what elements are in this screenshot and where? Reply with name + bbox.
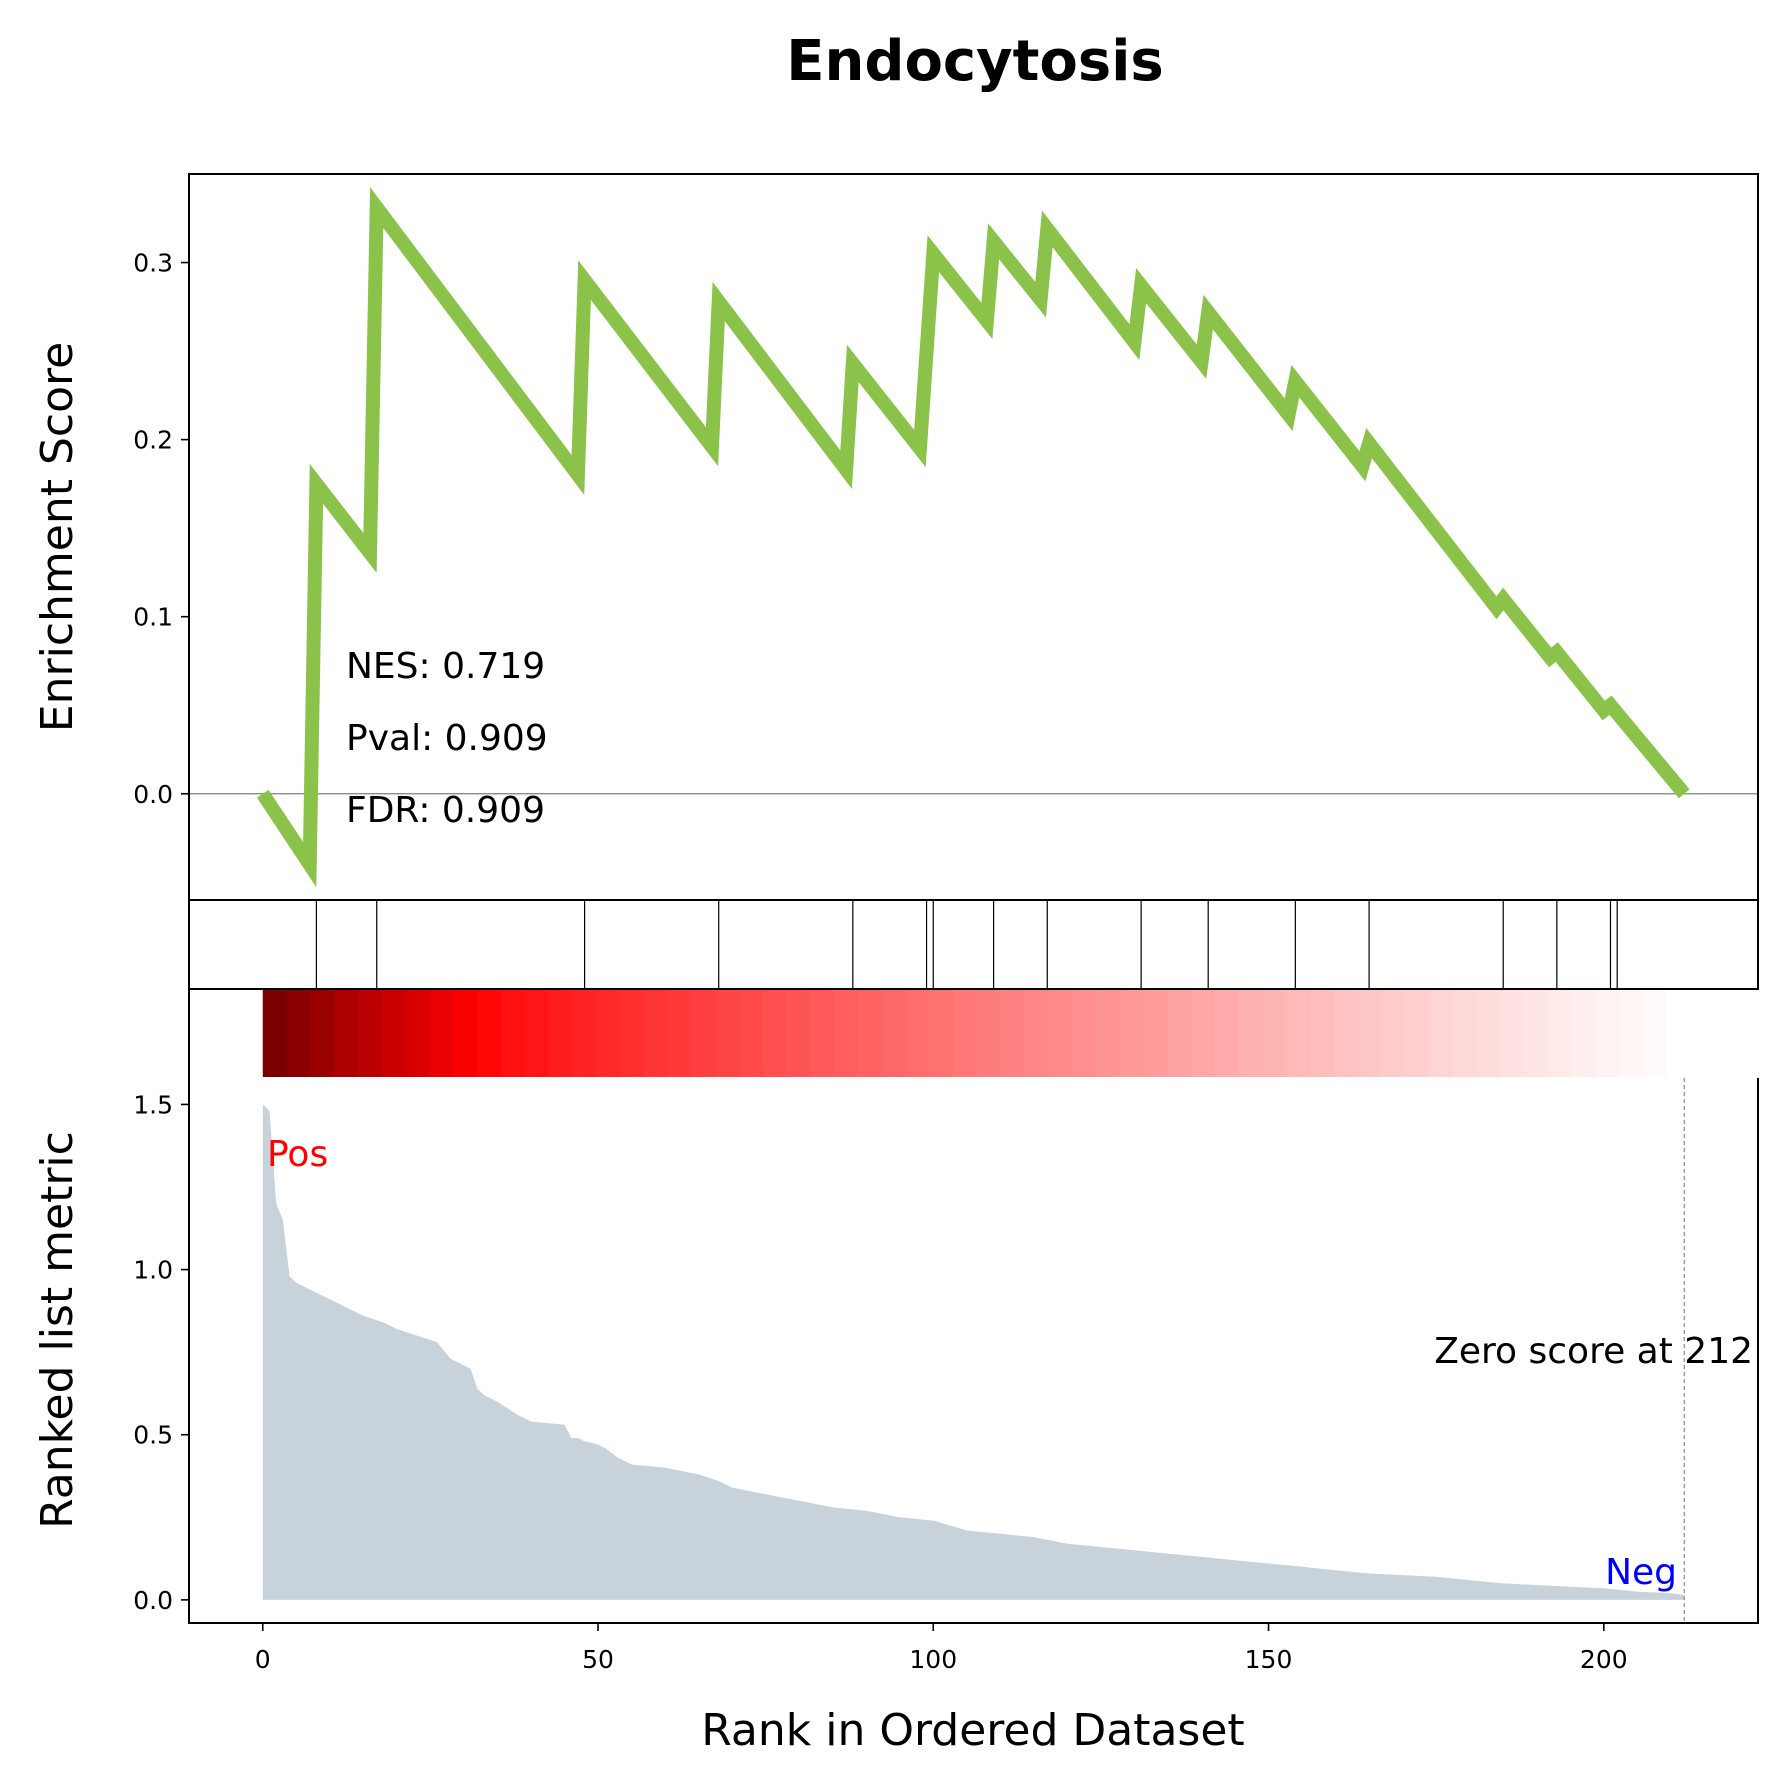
heat-strip-cell [643, 990, 669, 1077]
heat-strip-cell [1405, 990, 1430, 1077]
stat-label-1: Pval: 0.909 [346, 718, 548, 759]
heat-strip-cell [929, 990, 954, 1077]
pos-label: Pos [267, 1134, 328, 1175]
heat-strip-cell [453, 990, 478, 1077]
heat-strip-cell [1667, 990, 1692, 1077]
es-ytick-label: 0.2 [133, 426, 173, 455]
heat-strip-cell [1095, 990, 1121, 1077]
rank-ytick-label: 0.0 [133, 1586, 173, 1615]
heat-strip-cell [1048, 990, 1073, 1077]
rank-y-axis-label: Ranked list metric [32, 1131, 83, 1529]
enrichment-score-panel: NES: 0.719 Pval: 0.909 FDR: 0.909 0.0 0.1 0.… [32, 173, 1759, 901]
heat-strip-cell [976, 990, 1002, 1077]
heat-strip-cell [619, 990, 645, 1077]
x-axis: 0 50 100 150 200 [255, 1623, 1628, 1674]
rank-heat-strip [262, 990, 1692, 1077]
heat-strip-cell [286, 990, 312, 1077]
heat-strip-cell [1429, 990, 1454, 1077]
heat-strip-cell [1143, 990, 1169, 1077]
heat-strip-cell [1167, 990, 1192, 1077]
heat-strip-cell [834, 990, 859, 1077]
heat-strip-cell [572, 990, 597, 1077]
heat-strip-cell [1595, 990, 1621, 1077]
ranked-metric-area [262, 1104, 1685, 1600]
heat-strip-cell [381, 990, 407, 1077]
heat-strip-cell [953, 990, 978, 1077]
heat-strip-cell [524, 990, 550, 1077]
es-y-axis-label: Enrichment Score [32, 342, 83, 732]
x-axis-label: Rank in Ordered Dataset [701, 1705, 1244, 1756]
heat-strip-cell [1214, 990, 1240, 1077]
heat-strip-cell [1024, 990, 1050, 1077]
chart-title: Endocytosis [786, 29, 1163, 94]
heat-strip-cell [262, 990, 288, 1077]
heat-strip-cell [548, 990, 573, 1077]
heat-strip-cell [1119, 990, 1145, 1077]
stat-label-0: NES: 0.719 [346, 646, 545, 687]
heat-strip-cell [1191, 990, 1216, 1077]
heat-strip-cell [1357, 990, 1383, 1077]
heat-strip-cell [1548, 990, 1573, 1077]
rank-ytick-label: 0.5 [133, 1421, 173, 1450]
heat-strip-cell [738, 990, 764, 1077]
rank-ytick-label: 1.0 [133, 1256, 173, 1285]
x-tick-label: 50 [582, 1645, 614, 1674]
heat-strip-cell [881, 990, 907, 1077]
zero-score-text: Zero score at 212 [1434, 1331, 1753, 1372]
x-tick-label: 150 [1245, 1645, 1293, 1674]
heat-strip-cell [1619, 990, 1645, 1077]
heat-strip-cell [1286, 990, 1311, 1077]
heat-strip-cell [786, 990, 812, 1077]
heat-strip-cell [1500, 990, 1526, 1077]
stat-label-2: FDR: 0.909 [346, 790, 545, 831]
es-ytick-label: 0.1 [133, 603, 173, 632]
gene-hits-panel [188, 899, 1759, 990]
es-ytick-label: 0.0 [133, 780, 173, 809]
heat-strip-cell [357, 990, 383, 1077]
heat-strip-cell [1072, 990, 1097, 1077]
heat-strip-cell [1333, 990, 1359, 1077]
heat-strip-cell [1262, 990, 1288, 1077]
heat-strip-cell [715, 990, 740, 1077]
heat-strip-cell [334, 990, 359, 1077]
heat-strip-cell [476, 990, 502, 1077]
heat-strip-cell [1476, 990, 1502, 1077]
x-tick-label: 200 [1580, 1645, 1628, 1674]
heat-strip-cell [310, 990, 335, 1077]
heat-strip-cell [857, 990, 883, 1077]
heat-strip-cell [1381, 990, 1407, 1077]
rank-panel-frame [188, 989, 1759, 1624]
heat-strip-cell [905, 990, 931, 1077]
heat-strip-cell [1238, 990, 1264, 1077]
neg-label: Neg [1605, 1552, 1677, 1593]
heat-strip-cell [667, 990, 693, 1077]
heat-strip-cell [762, 990, 788, 1077]
heat-strip-cell [1452, 990, 1478, 1077]
heat-strip-cell [1643, 990, 1668, 1077]
heat-strip-cell [596, 990, 621, 1077]
x-tick-label: 100 [909, 1645, 957, 1674]
heat-strip-cell [500, 990, 526, 1077]
ranked-list-panel: Pos Neg Zero score at 212 0.0 0.5 1.0 1.5 Ran… [32, 988, 1759, 1624]
heat-strip-cell [429, 990, 454, 1077]
rank-ytick-label: 1.5 [133, 1090, 173, 1119]
x-tick-label: 0 [255, 1645, 271, 1674]
heat-strip-cell [405, 990, 431, 1077]
heat-strip-cell [1000, 990, 1026, 1077]
heat-strip-cell [810, 990, 835, 1077]
es-ytick-label: 0.3 [133, 249, 173, 278]
heat-strip-cell [1571, 990, 1597, 1077]
enrichment-score-line [256, 187, 1690, 888]
heat-strip-cell [691, 990, 716, 1077]
hits-panel-frame [188, 899, 1759, 990]
heat-strip-cell [1310, 990, 1335, 1077]
heat-strip-cell [1524, 990, 1549, 1077]
